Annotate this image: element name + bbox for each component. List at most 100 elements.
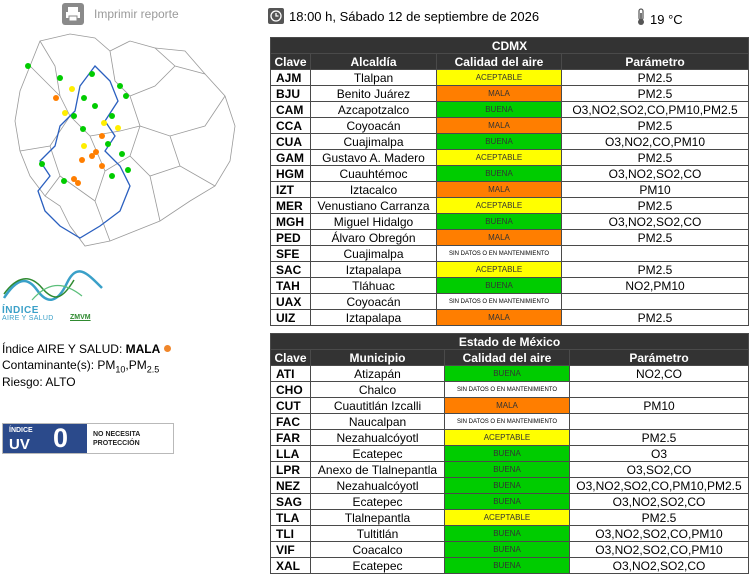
parameter-cell: PM2.5 bbox=[560, 229, 750, 246]
station-code: FAR bbox=[270, 429, 311, 446]
map-stations bbox=[25, 63, 131, 186]
temperature-text: 19 °C bbox=[650, 12, 683, 27]
station-code: TAH bbox=[270, 277, 311, 294]
parameter-cell: O3 bbox=[569, 445, 749, 462]
station-location: Coyoacán bbox=[310, 117, 437, 134]
uv-small-label: ÍNDICE bbox=[9, 427, 33, 434]
table-row: SFE Cuajimalpa SIN DATOS O EN MANTENIMIENT… bbox=[270, 245, 750, 262]
map-station-marker[interactable] bbox=[117, 83, 123, 89]
map-station-marker[interactable] bbox=[125, 167, 131, 173]
station-location: Iztapalapa bbox=[310, 261, 437, 278]
parameter-cell: O3,NO2,SO2,CO bbox=[569, 557, 749, 574]
station-location: Chalco bbox=[310, 381, 445, 398]
parameter-cell bbox=[560, 245, 750, 262]
table-row: UIZ Iztapalapa MALA PM2.5 bbox=[270, 309, 750, 326]
air-quality-cell: ACEPTABLE bbox=[436, 197, 562, 214]
map-station-marker[interactable] bbox=[62, 110, 68, 116]
map-station-marker[interactable] bbox=[109, 173, 115, 179]
table-row: TLI Tultitlán BUENA O3,NO2,SO2,CO,PM10 bbox=[270, 525, 749, 542]
parameter-cell: O3,NO2,SO2,CO bbox=[569, 493, 749, 510]
map-station-marker[interactable] bbox=[71, 176, 77, 182]
thermometer-icon bbox=[636, 8, 646, 31]
air-quality-cell: ACEPTABLE bbox=[436, 69, 562, 86]
map-station-marker[interactable] bbox=[75, 180, 81, 186]
map-station-marker[interactable] bbox=[39, 161, 45, 167]
status-dot-icon bbox=[164, 345, 172, 352]
map-station-marker[interactable] bbox=[61, 178, 67, 184]
map-station-marker[interactable] bbox=[109, 113, 115, 119]
cdmx-rows: AJM Tlalpan ACEPTABLE PM2.5 BJU Benito Juárez… bbox=[270, 69, 750, 326]
pm-separator: ,PM bbox=[125, 358, 147, 372]
air-quality-cell: BUENA bbox=[436, 213, 562, 230]
indice-value: MALA bbox=[125, 342, 161, 356]
map-station-marker[interactable] bbox=[123, 93, 129, 99]
air-quality-cell: BUENA bbox=[436, 101, 562, 118]
table-row: SAG Ecatepec BUENA O3,NO2,SO2,CO bbox=[270, 493, 749, 510]
station-code: TLI bbox=[270, 525, 311, 542]
contaminantes-summary: Contaminante(s): PM10,PM2.5 bbox=[2, 358, 159, 374]
map-station-marker[interactable] bbox=[57, 75, 63, 81]
map-station-marker[interactable] bbox=[25, 63, 31, 69]
edomex-table: Estado de México Clave Municipio Calidad… bbox=[270, 333, 749, 574]
contaminante-label: Contaminante(s): PM bbox=[2, 358, 116, 372]
indice-label: Índice AIRE Y SALUD: bbox=[2, 342, 123, 356]
station-location: Gustavo A. Madero bbox=[310, 149, 437, 166]
riesgo-summary: Riesgo: ALTO bbox=[2, 375, 76, 389]
parameter-cell bbox=[569, 381, 749, 398]
station-code: SFE bbox=[270, 245, 311, 262]
monitoring-map[interactable] bbox=[0, 26, 260, 256]
air-quality-cell: MALA bbox=[436, 181, 562, 198]
col-parametro: Parámetro bbox=[560, 53, 750, 70]
uv-value: 0 bbox=[53, 423, 69, 453]
map-station-marker[interactable] bbox=[69, 86, 75, 92]
map-station-marker[interactable] bbox=[81, 95, 87, 101]
map-station-marker[interactable] bbox=[81, 143, 87, 149]
table-row: BJU Benito Juárez MALA PM2.5 bbox=[270, 85, 750, 102]
station-location: Tláhuac bbox=[310, 277, 437, 294]
table-row: FAC Naucalpan SIN DATOS O EN MANTENIMIENTO bbox=[270, 413, 749, 430]
air-quality-cell: SIN DATOS O EN MANTENIMIENTO bbox=[436, 245, 562, 262]
map-station-marker[interactable] bbox=[115, 125, 121, 131]
station-location: Coyoacán bbox=[310, 293, 437, 310]
map-station-marker[interactable] bbox=[119, 151, 125, 157]
map-station-marker[interactable] bbox=[93, 149, 99, 155]
table-row: TAH Tláhuac BUENA NO2,PM10 bbox=[270, 277, 750, 294]
map-station-marker[interactable] bbox=[101, 120, 107, 126]
parameter-cell: O3,NO2,SO2,CO,PM10 bbox=[569, 525, 749, 542]
table-row: UAX Coyoacán SIN DATOS O EN MANTENIMIENTO bbox=[270, 293, 750, 310]
map-station-marker[interactable] bbox=[53, 95, 59, 101]
station-location: Tlalpan bbox=[310, 69, 437, 86]
station-code: LPR bbox=[270, 461, 311, 478]
table-row: TLA Tlalnepantla ACEPTABLE PM2.5 bbox=[270, 509, 749, 526]
map-station-marker[interactable] bbox=[80, 126, 86, 132]
station-code: CCA bbox=[270, 117, 311, 134]
table-row: MER Venustiano Carranza ACEPTABLE PM2.5 bbox=[270, 197, 750, 214]
edomex-title: Estado de México bbox=[270, 333, 749, 350]
parameter-cell: O3,NO2,SO2,CO,PM10,PM2.5 bbox=[560, 101, 750, 118]
map-station-marker[interactable] bbox=[89, 153, 95, 159]
station-location: Coacalco bbox=[310, 541, 445, 558]
station-location: Cuajimalpa bbox=[310, 245, 437, 262]
logo-title: ÍNDICE bbox=[2, 305, 39, 316]
station-code: TLA bbox=[270, 509, 311, 526]
table-row: MGH Miguel Hidalgo BUENA O3,NO2,SO2,CO bbox=[270, 213, 750, 230]
table-row: PED Álvaro Obregón MALA PM2.5 bbox=[270, 229, 750, 246]
map-station-marker[interactable] bbox=[99, 133, 105, 139]
air-quality-cell: SIN DATOS O EN MANTENIMIENTO bbox=[444, 381, 570, 398]
print-report-button[interactable]: Imprimir reporte bbox=[62, 2, 179, 26]
map-station-marker[interactable] bbox=[89, 71, 95, 77]
map-station-marker[interactable] bbox=[99, 163, 105, 169]
parameter-cell: NO2,CO bbox=[569, 365, 749, 382]
map-station-marker[interactable] bbox=[92, 103, 98, 109]
map-station-marker[interactable] bbox=[105, 141, 111, 147]
parameter-cell: NO2,PM10 bbox=[560, 277, 750, 294]
map-station-marker[interactable] bbox=[71, 113, 77, 119]
air-quality-cell: SIN DATOS O EN MANTENIMIENTO bbox=[436, 293, 562, 310]
station-code: CHO bbox=[270, 381, 311, 398]
pm10-sub: 10 bbox=[115, 364, 126, 375]
air-quality-cell: ACEPTABLE bbox=[436, 261, 562, 278]
parameter-cell: PM2.5 bbox=[569, 429, 749, 446]
map-station-marker[interactable] bbox=[79, 157, 85, 163]
cdmx-border bbox=[37, 65, 131, 239]
col-municipio: Municipio bbox=[310, 349, 445, 366]
